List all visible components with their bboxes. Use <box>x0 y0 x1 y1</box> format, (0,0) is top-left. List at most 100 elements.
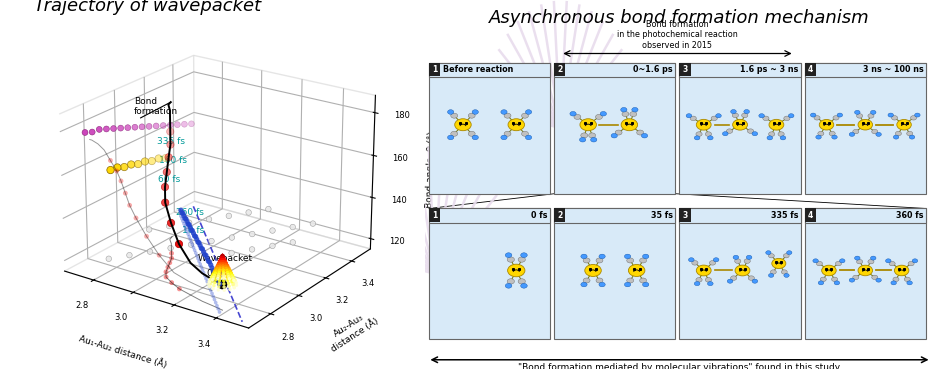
Circle shape <box>870 110 876 114</box>
Circle shape <box>895 265 909 276</box>
Circle shape <box>581 133 587 138</box>
Circle shape <box>849 278 855 282</box>
Circle shape <box>625 282 630 287</box>
Circle shape <box>631 107 638 112</box>
Text: Asynchronous bond formation mechanism: Asynchronous bond formation mechanism <box>489 9 870 27</box>
Circle shape <box>885 259 891 263</box>
Circle shape <box>627 258 633 263</box>
Text: 4: 4 <box>808 211 813 220</box>
Circle shape <box>829 131 835 136</box>
Text: 1: 1 <box>432 211 437 220</box>
Circle shape <box>769 119 784 130</box>
Circle shape <box>913 259 918 263</box>
Circle shape <box>856 259 863 264</box>
Circle shape <box>904 277 911 282</box>
Circle shape <box>508 119 525 131</box>
Circle shape <box>771 270 776 274</box>
Circle shape <box>690 116 697 121</box>
Circle shape <box>501 110 507 114</box>
Circle shape <box>627 278 633 283</box>
Text: 1.6 ps ~ 3 ns: 1.6 ps ~ 3 ns <box>740 65 798 74</box>
Text: 3: 3 <box>683 211 687 220</box>
Circle shape <box>504 131 511 136</box>
Bar <box>680 63 690 76</box>
Circle shape <box>447 110 454 114</box>
Text: 335 fs: 335 fs <box>771 211 798 220</box>
Circle shape <box>705 132 712 136</box>
Circle shape <box>596 258 603 263</box>
Circle shape <box>622 111 629 117</box>
Circle shape <box>596 278 603 283</box>
Circle shape <box>621 119 638 131</box>
Circle shape <box>892 115 898 120</box>
Circle shape <box>813 259 818 263</box>
Circle shape <box>876 132 882 137</box>
Circle shape <box>733 255 739 259</box>
Circle shape <box>910 135 914 139</box>
Circle shape <box>871 275 878 280</box>
Circle shape <box>640 258 646 263</box>
Bar <box>805 63 816 76</box>
Circle shape <box>769 254 774 258</box>
Circle shape <box>526 135 531 140</box>
Circle shape <box>526 110 531 114</box>
Bar <box>429 208 550 339</box>
Text: 1: 1 <box>432 65 437 74</box>
Circle shape <box>746 255 752 259</box>
Circle shape <box>735 265 750 276</box>
Circle shape <box>786 251 792 255</box>
Circle shape <box>788 114 794 118</box>
Circle shape <box>730 110 736 114</box>
Circle shape <box>822 265 836 276</box>
Circle shape <box>888 113 894 117</box>
Circle shape <box>507 264 525 277</box>
Bar <box>805 208 816 222</box>
Circle shape <box>707 136 714 140</box>
Circle shape <box>767 136 772 140</box>
Circle shape <box>521 131 529 136</box>
Circle shape <box>814 115 820 120</box>
Circle shape <box>625 254 630 259</box>
Bar <box>805 208 926 223</box>
Text: 360 fs: 360 fs <box>896 211 924 220</box>
Circle shape <box>743 110 749 114</box>
Text: 0 fs: 0 fs <box>531 211 547 220</box>
Circle shape <box>451 113 458 118</box>
Circle shape <box>855 110 860 114</box>
Circle shape <box>868 259 874 264</box>
Circle shape <box>819 120 834 130</box>
Circle shape <box>707 282 714 286</box>
Circle shape <box>590 138 597 142</box>
Circle shape <box>784 116 790 121</box>
Circle shape <box>696 277 702 282</box>
Y-axis label: Au₂-Au₃
distance (Å): Au₂-Au₃ distance (Å) <box>323 307 380 354</box>
Circle shape <box>849 132 855 137</box>
Circle shape <box>451 131 458 136</box>
Bar <box>805 63 926 77</box>
Circle shape <box>697 119 711 130</box>
Circle shape <box>896 131 901 136</box>
Circle shape <box>501 135 507 140</box>
Circle shape <box>769 273 773 277</box>
Circle shape <box>835 261 842 266</box>
Circle shape <box>630 111 637 117</box>
Circle shape <box>769 132 775 136</box>
Circle shape <box>889 261 895 266</box>
Circle shape <box>833 115 839 120</box>
Circle shape <box>858 265 872 276</box>
Circle shape <box>520 253 528 258</box>
Circle shape <box>840 259 845 263</box>
Circle shape <box>816 261 823 266</box>
Circle shape <box>472 110 478 114</box>
Circle shape <box>504 113 511 118</box>
Circle shape <box>907 281 913 285</box>
Circle shape <box>692 261 698 265</box>
Text: Before reaction: Before reaction <box>443 65 513 74</box>
Circle shape <box>583 278 590 283</box>
Circle shape <box>705 277 712 282</box>
Circle shape <box>686 114 692 118</box>
Circle shape <box>472 135 478 140</box>
Circle shape <box>616 130 622 135</box>
Circle shape <box>784 273 789 277</box>
Circle shape <box>811 113 816 117</box>
